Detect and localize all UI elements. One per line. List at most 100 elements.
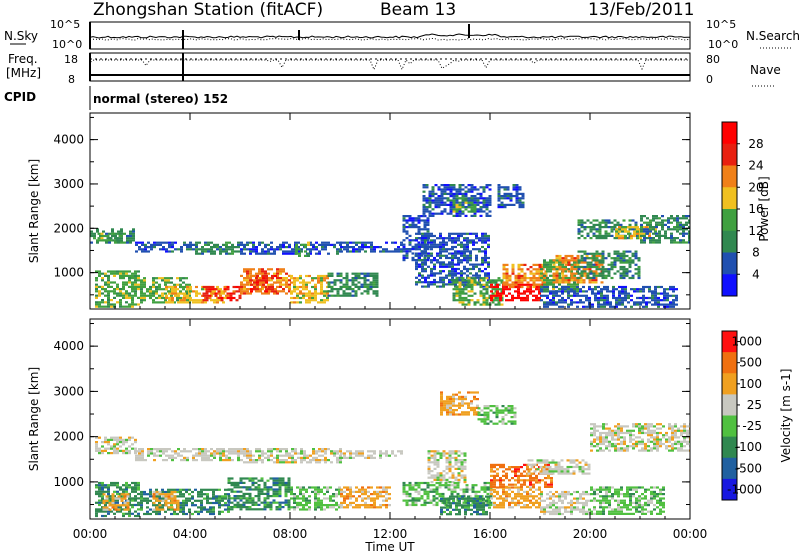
velocity-region	[152, 490, 180, 511]
nsearch-tick-bottom: 10^0	[708, 38, 738, 51]
cpid-row: CPID normal (stereo) 152	[4, 86, 228, 110]
power-region	[422, 184, 492, 217]
power-region	[402, 215, 430, 262]
nsearch-trace	[89, 37, 691, 41]
velocity-region	[340, 450, 403, 459]
velocity-colorbar-label: -1000	[727, 482, 762, 496]
velocity-ytick-label: 3000	[53, 384, 84, 398]
power-colorbar-swatch	[722, 274, 737, 297]
velocity-colorbar-swatch	[722, 436, 737, 459]
velocity-ytick-label: 2000	[53, 430, 84, 444]
power-panel: 1000 2000 3000 4000 Slant Range [km] 4 8 12 16 20…	[27, 112, 771, 310]
power-colorbar-swatch	[722, 230, 737, 253]
velocity-region	[340, 486, 391, 509]
velocity-region	[227, 477, 291, 511]
velocity-region	[135, 448, 240, 462]
velocity-colorbar-label: -100	[735, 440, 762, 454]
nsearch-tick-top: 10^5	[706, 18, 736, 31]
velocity-colorbar-label: 500	[739, 356, 762, 370]
cpid-label: CPID	[4, 90, 36, 104]
power-colorbar-swatch	[722, 187, 737, 210]
power-colorbar-swatch	[722, 165, 737, 188]
velocity-region	[490, 463, 553, 488]
freq-tick-top: 18	[64, 53, 78, 66]
velocity-xtick-label: 00:00	[673, 527, 708, 541]
velocity-colorbar-title: Velocity [m s-1]	[779, 369, 793, 463]
power-region	[250, 274, 277, 293]
power-region	[327, 272, 379, 297]
velocity-panel: 1000 2000 3000 4000 Slant Range [km] 00:00 04:…	[27, 318, 793, 554]
power-ytick-label: 2000	[53, 221, 84, 235]
velocity-region	[477, 405, 517, 425]
velocity-colorbar-swatch	[722, 415, 737, 438]
velocity-region	[490, 486, 541, 509]
power-region	[97, 232, 122, 242]
power-colorbar-label: 8	[752, 246, 760, 260]
power-colorbar-label: 16	[748, 202, 763, 216]
freq-unit-label: [MHz]	[6, 66, 41, 80]
velocity-colorbar-label: 100	[739, 377, 762, 391]
velocity-data-layer	[95, 391, 690, 518]
date-label: 13/Feb/2011	[588, 0, 694, 20]
nsky-panel: N.Sky 10^5 10^0 10^5 10^0 N.Search	[4, 18, 800, 51]
velocity-colorbar-swatch	[722, 457, 737, 480]
velocity-colorbar-label: -500	[735, 461, 762, 475]
velocity-region	[590, 423, 690, 452]
nsearch-label: N.Search	[746, 29, 800, 43]
velocity-region	[527, 459, 591, 475]
power-colorbar-label: 4	[752, 267, 760, 281]
nsky-trace	[89, 33, 691, 39]
power-region	[135, 241, 195, 253]
power-colorbar-label: 20	[748, 180, 763, 194]
power-colorbar-swatch	[722, 252, 737, 275]
velocity-region	[440, 391, 479, 416]
power-region	[577, 250, 641, 280]
nave-trace	[89, 59, 690, 71]
power-colorbar-swatch	[722, 209, 737, 232]
velocity-colorbar-frame	[721, 330, 738, 501]
velocity-xtick-label: 08:00	[273, 527, 308, 541]
velocity-colorbar-swatch	[722, 394, 737, 416]
velocity-colorbar-label: -25	[742, 419, 762, 433]
velocity-colorbar-swatch	[722, 352, 737, 374]
velocity-xtick-label: 00:00	[73, 527, 108, 541]
velocity-xtick-label: 20:00	[573, 527, 608, 541]
nave-label: Nave	[750, 63, 781, 77]
velocity-region	[540, 490, 591, 516]
velocity-colorbar-swatch	[722, 478, 737, 501]
velocity-colorbar-label: 1000	[731, 335, 762, 349]
power-region	[95, 270, 140, 308]
beam-label: Beam 13	[380, 0, 456, 20]
station-title: Zhongshan Station (fitACF)	[93, 0, 323, 20]
velocity-ytick-label: 1000	[53, 475, 84, 489]
power-data-layer	[90, 184, 690, 308]
power-region	[240, 241, 342, 255]
velocity-region	[440, 495, 491, 516]
velocity-xlabel: Time UT	[364, 540, 415, 554]
nave-tick-top: 80	[706, 53, 720, 66]
power-ytick-label: 1000	[53, 266, 84, 280]
power-ytick-label: 4000	[53, 133, 84, 147]
velocity-ylabel: Slant Range [km]	[27, 367, 41, 471]
power-region	[340, 241, 403, 253]
power-colorbar-label: 24	[748, 159, 763, 173]
nsky-tick-bottom: 10^0	[52, 38, 82, 51]
power-region	[640, 215, 690, 244]
power-colorbar-label: 28	[748, 137, 763, 151]
freq-label: Freq.	[8, 52, 38, 66]
velocity-colorbar-swatch	[722, 331, 737, 353]
velocity-region	[427, 450, 467, 484]
power-region	[415, 232, 490, 288]
nave-tick-bottom: 0	[706, 73, 713, 86]
velocity-xtick-label: 04:00	[173, 527, 208, 541]
power-region	[497, 184, 525, 209]
velocity-region	[240, 448, 342, 464]
nsky-label: N.Sky	[4, 29, 38, 43]
power-colorbar-title: Power [dB]	[757, 176, 771, 241]
velocity-colorbar-swatch	[722, 373, 737, 395]
cpid-value: normal (stereo) 152	[93, 92, 228, 106]
power-region	[540, 285, 678, 308]
velocity-region	[290, 486, 341, 511]
velocity-ytick-label: 4000	[53, 339, 84, 353]
